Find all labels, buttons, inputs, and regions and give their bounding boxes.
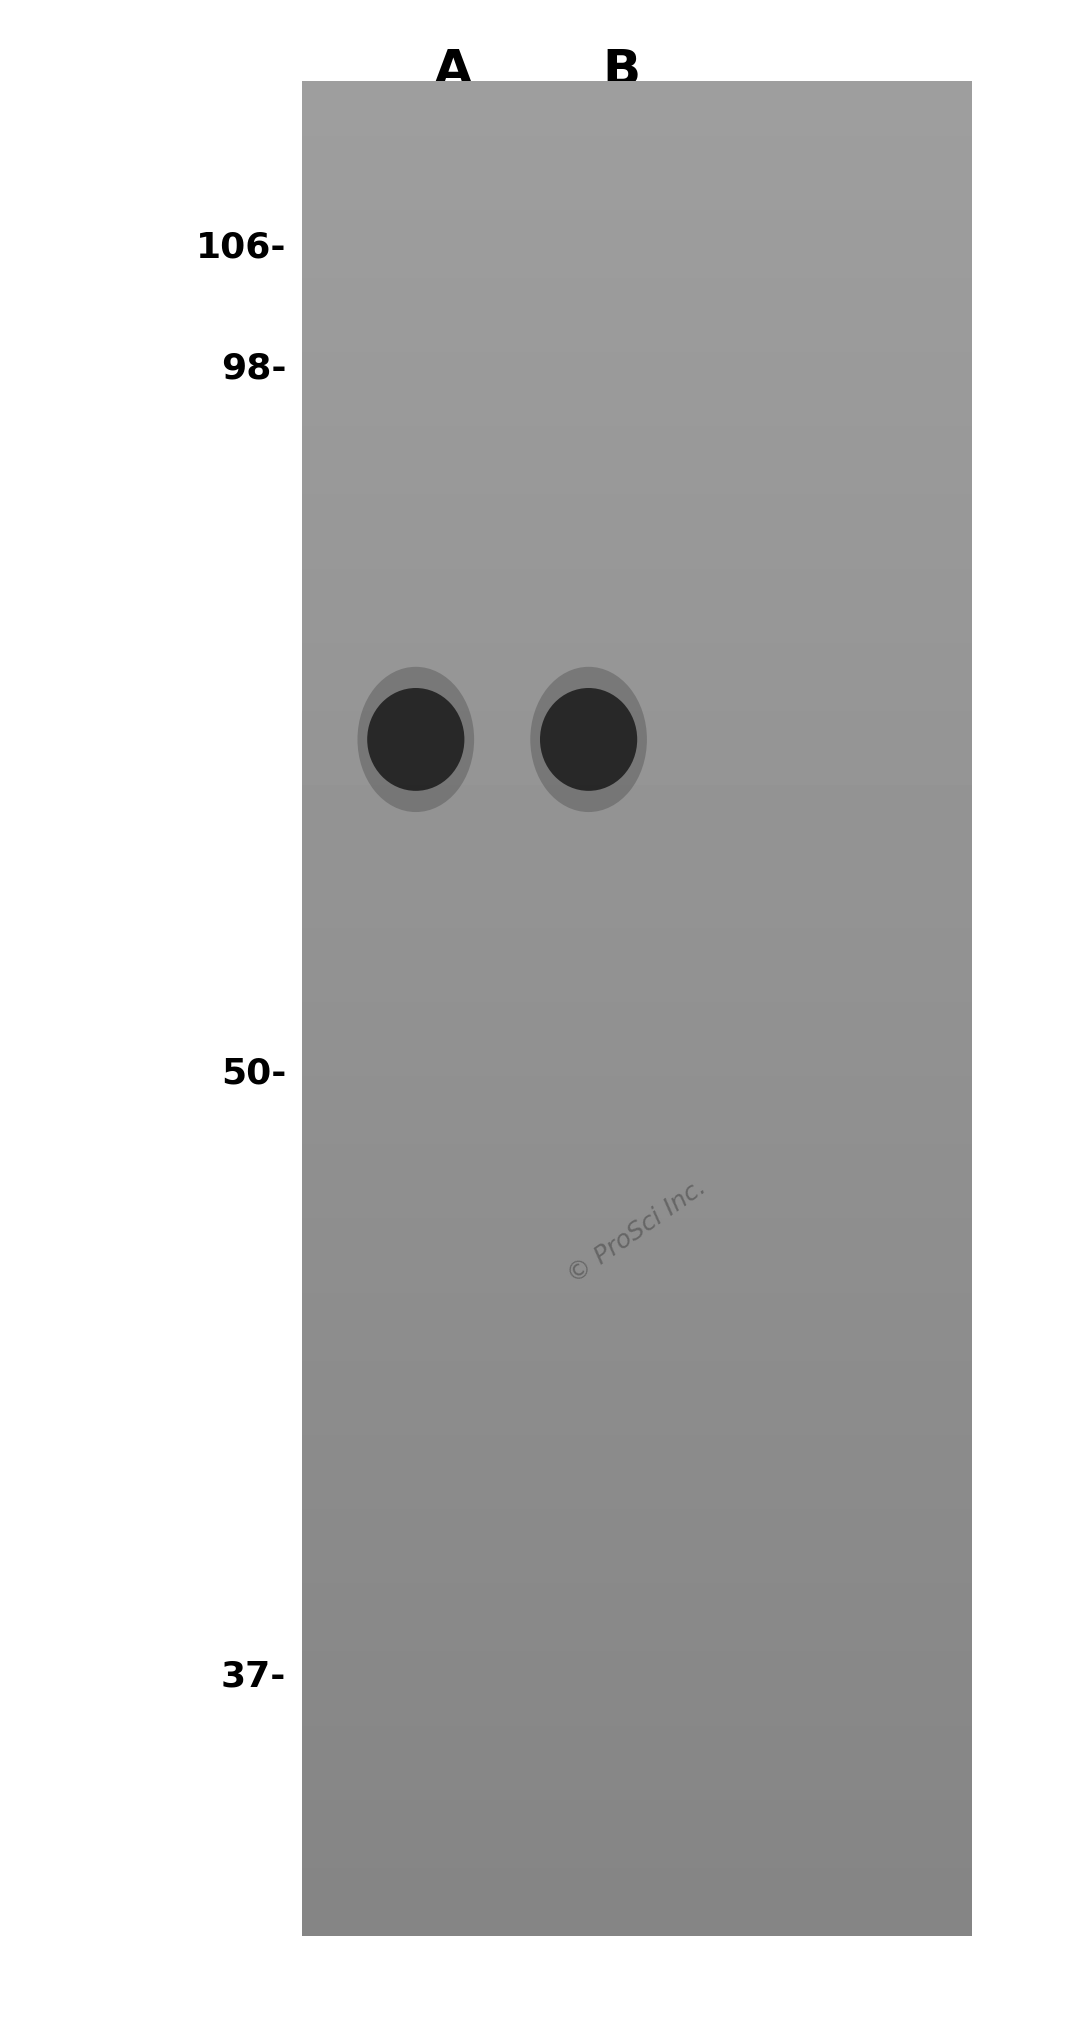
Text: © ProSci Inc.: © ProSci Inc.: [564, 1174, 711, 1287]
Text: 37-: 37-: [220, 1660, 286, 1694]
Text: A: A: [434, 46, 473, 95]
Text: 50-: 50-: [220, 1057, 286, 1091]
Text: B: B: [602, 46, 640, 95]
Ellipse shape: [530, 668, 647, 813]
Ellipse shape: [540, 688, 637, 791]
Ellipse shape: [357, 668, 474, 813]
Text: PKR: PKR: [707, 710, 840, 768]
Ellipse shape: [367, 688, 464, 791]
Text: 98-: 98-: [220, 351, 286, 385]
Text: 106-: 106-: [195, 230, 286, 264]
